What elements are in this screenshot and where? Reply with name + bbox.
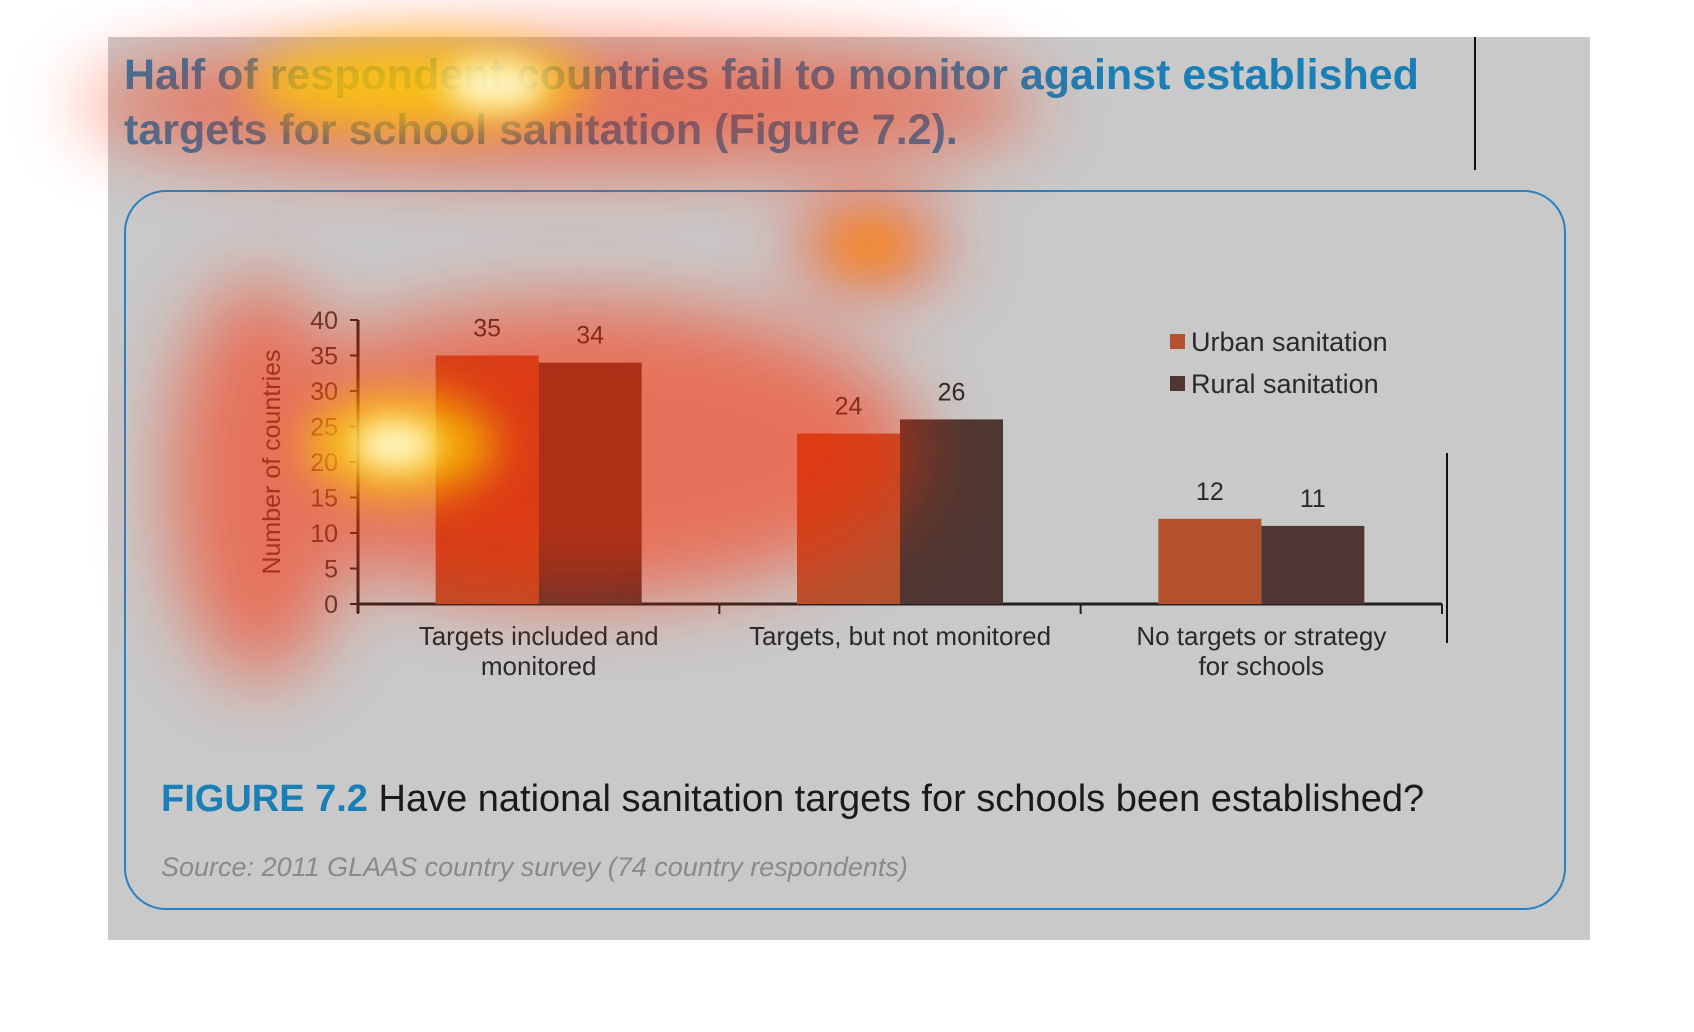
legend-swatch [1170, 334, 1185, 349]
bar-rural [538, 362, 642, 604]
y-tick-label: 40 [310, 307, 338, 335]
bar-urban [797, 433, 900, 604]
figure-caption: FIGURE 7.2 Have national sanitation targ… [161, 778, 1424, 821]
legend-label: Urban sanitation [1191, 327, 1388, 357]
y-axis-title: Number of countries [258, 349, 286, 574]
text-cursor-top [1474, 37, 1476, 170]
data-label: 24 [835, 393, 863, 421]
data-label: 11 [1300, 485, 1326, 513]
x-category-label: for schools [1198, 651, 1324, 681]
figure-caption-text: Have national sanitation targets for sch… [367, 778, 1425, 820]
bar-urban [435, 355, 539, 604]
data-label: 12 [1196, 478, 1224, 506]
bar-rural [900, 419, 1003, 604]
data-label: 34 [576, 322, 604, 350]
legend-swatch [1170, 376, 1185, 391]
figure-number: FIGURE 7.2 [161, 778, 368, 820]
y-tick-label: 10 [310, 520, 338, 548]
y-tick-label: 5 [324, 556, 338, 584]
y-tick-label: 0 [324, 591, 338, 619]
x-category-label: No targets or strategy [1136, 621, 1386, 651]
bar-urban [1158, 518, 1262, 604]
y-tick-label: 30 [310, 378, 338, 406]
y-tick-label: 35 [310, 343, 338, 371]
bar-rural [1261, 525, 1365, 604]
y-tick-label: 15 [310, 485, 338, 513]
y-tick-label: 20 [310, 449, 338, 477]
data-label: 26 [938, 378, 966, 406]
legend-label: Rural sanitation [1191, 369, 1379, 399]
y-tick-label: 25 [310, 414, 338, 442]
x-category-label: monitored [481, 651, 597, 681]
text-cursor-right [1446, 453, 1448, 643]
x-category-label: Targets included and [419, 621, 659, 651]
source-note: Source: 2011 GLAAS country survey (74 co… [161, 852, 908, 882]
figure-frame [124, 190, 1566, 910]
data-label: 35 [473, 315, 501, 343]
x-category-label: Targets, but not monitored [749, 621, 1051, 651]
